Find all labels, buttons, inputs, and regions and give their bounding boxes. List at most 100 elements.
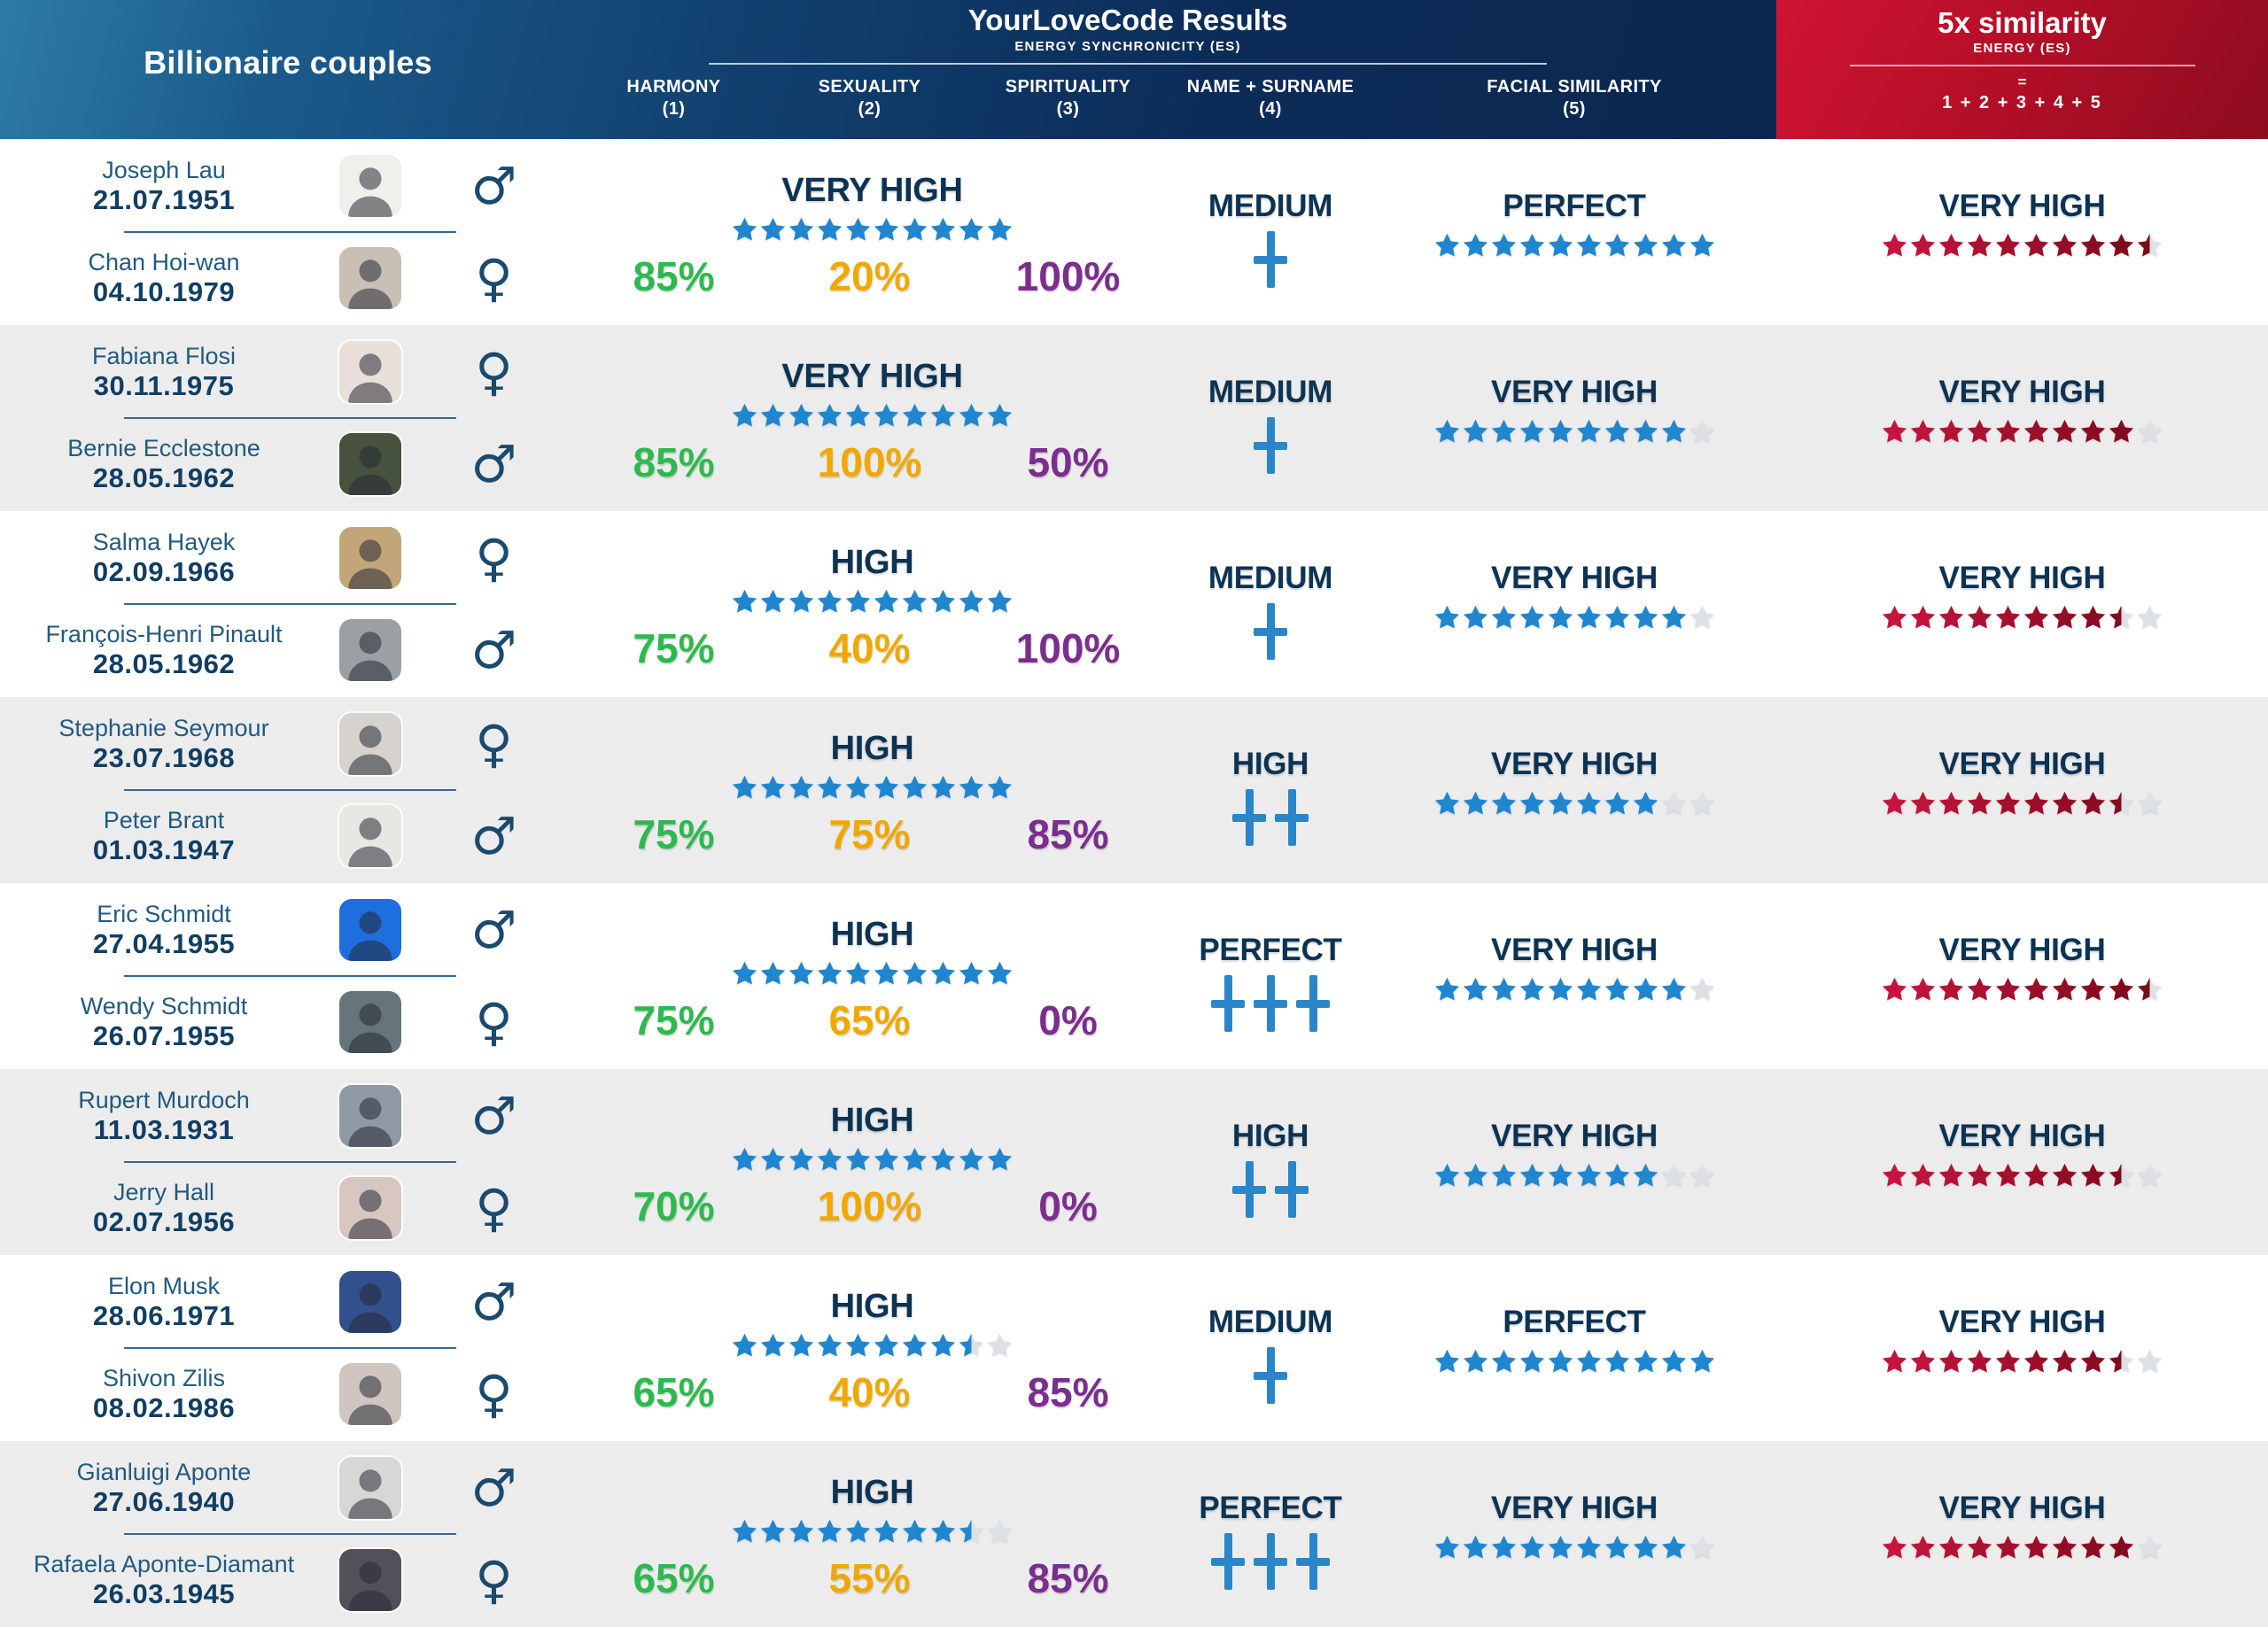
similarity-5x-cell: VERY HIGH	[1776, 1255, 2268, 1441]
star-icon	[2079, 976, 2107, 1003]
person-photo	[338, 899, 401, 961]
star-icon	[816, 216, 843, 244]
star-icon	[1604, 604, 1631, 631]
star-icon	[901, 774, 928, 802]
star-icon	[1632, 1348, 1659, 1375]
es-star-rating	[576, 216, 1169, 244]
star-icon	[1462, 1348, 1489, 1375]
male-icon: ♂	[470, 620, 517, 680]
star-icon	[1433, 1348, 1461, 1375]
star-icon	[2108, 1534, 2135, 1561]
star-icon	[788, 402, 815, 430]
star-icon	[731, 402, 758, 430]
facial-rating-label: PERFECT	[1503, 189, 1646, 223]
person-birthdate: 28.06.1971	[92, 1300, 236, 1331]
results-title: YourLoveCode Results	[967, 4, 1288, 36]
couple-row: Eric Schmidt 27.04.1955 ♂ Wendy Schmidt …	[0, 883, 2268, 1069]
star-icon	[1938, 790, 1965, 817]
star-icon	[958, 774, 985, 802]
plus-sign-rating	[1169, 789, 1372, 846]
star-icon	[1547, 976, 1574, 1003]
star-icon	[1462, 604, 1489, 631]
similarity-divider-line	[1849, 65, 2195, 66]
harmony-percent: 85%	[633, 439, 715, 485]
name-surname-cell: PERFECT	[1169, 883, 1372, 1069]
male-icon: ♂	[470, 1086, 517, 1146]
similarity-rating-label: VERY HIGH	[1938, 561, 2106, 595]
es-rating-label: HIGH	[830, 1288, 914, 1325]
star-icon	[2051, 1162, 2078, 1189]
couple-row: Elon Musk 28.06.1971 ♂ Shivon Zilis 08.0…	[0, 1255, 2268, 1441]
name-surname-rating-label: MEDIUM	[1208, 561, 1333, 595]
name-surname-rating-label: PERFECT	[1199, 1491, 1342, 1525]
star-icon	[1909, 1348, 1937, 1375]
star-icon	[1689, 976, 1716, 1003]
star-icon	[1575, 1348, 1603, 1375]
star-icon	[901, 588, 928, 616]
star-icon	[2023, 976, 2050, 1003]
couple-row: Joseph Lau 21.07.1951 ♂ Chan Hoi-wan 04.…	[0, 139, 2268, 325]
person-name: Eric Schmidt	[97, 901, 231, 927]
star-icon	[2108, 604, 2135, 631]
facial-similarity-cell: VERY HIGH	[1372, 325, 1776, 511]
star-icon	[1632, 604, 1659, 631]
star-icon	[2108, 1162, 2135, 1189]
sexuality-percent: 40%	[828, 1369, 911, 1415]
star-icon	[929, 774, 957, 802]
energy-synchronicity-cell: HIGH 65% 55% 85%	[576, 1441, 1169, 1627]
spirituality-percent: 100%	[1015, 253, 1121, 299]
person-name-block: Rafaela Aponte-Diamant 26.03.1945	[0, 1550, 328, 1610]
column-header-facial-similarity: FACIAL SIMILARITY (5)	[1372, 76, 1776, 139]
star-icon	[958, 402, 985, 430]
person-photo	[338, 341, 401, 403]
star-icon	[1490, 604, 1518, 631]
person-birthdate: 28.05.1962	[92, 648, 236, 679]
facial-star-rating	[1372, 232, 1776, 260]
star-icon	[1547, 790, 1574, 817]
similarity-rating-label: VERY HIGH	[1938, 1491, 2106, 1525]
person-1: Eric Schmidt 27.04.1955 ♂	[0, 884, 576, 976]
star-icon	[1994, 976, 2022, 1003]
person-name: Shivon Zilis	[102, 1365, 226, 1391]
star-icon	[1604, 976, 1631, 1003]
star-icon	[1462, 1162, 1489, 1189]
star-icon	[1689, 418, 1716, 445]
facial-similarity-cell: VERY HIGH	[1372, 883, 1776, 1069]
person-photo	[338, 1457, 401, 1519]
star-icon	[901, 1146, 928, 1174]
star-icon	[1518, 790, 1546, 817]
star-icon	[1604, 1348, 1631, 1375]
facial-similarity-cell: PERFECT	[1372, 1255, 1776, 1441]
star-icon	[1604, 1534, 1631, 1561]
female-icon: ♀	[475, 1550, 513, 1610]
star-icon	[1547, 418, 1574, 445]
star-icon	[1632, 790, 1659, 817]
similarity-5x-cell: VERY HIGH	[1776, 139, 2268, 325]
person-1: Salma Hayek 02.09.1966 ♀	[0, 512, 576, 604]
star-icon	[844, 588, 872, 616]
star-icon	[1604, 418, 1631, 445]
es-star-rating	[576, 402, 1169, 430]
couple-cell: Joseph Lau 21.07.1951 ♂ Chan Hoi-wan 04.…	[0, 139, 576, 325]
facial-rating-label: VERY HIGH	[1491, 1491, 1658, 1525]
star-icon	[1881, 1162, 1908, 1189]
person-1: Elon Musk 28.06.1971 ♂	[0, 1256, 576, 1348]
person-2: Jerry Hall 02.07.1956 ♀	[0, 1162, 576, 1254]
person-name-block: Rupert Murdoch 11.03.1931	[0, 1086, 328, 1146]
male-icon: ♂	[470, 434, 517, 494]
similarity-subtitle: ENERGY (ES)	[1973, 41, 2071, 56]
similarity-title: 5x similarity	[1938, 6, 2107, 39]
star-icon	[1660, 1348, 1688, 1375]
star-icon	[2136, 1348, 2163, 1375]
plus-icon	[1296, 1533, 1330, 1590]
star-icon	[816, 1332, 843, 1360]
person-birthdate: 11.03.1931	[93, 1114, 235, 1145]
energy-synchronicity-cell: HIGH 70% 100% 0%	[576, 1069, 1169, 1255]
es-star-rating	[576, 588, 1169, 616]
female-icon: ♀	[475, 992, 513, 1052]
star-icon	[1462, 790, 1489, 817]
star-icon	[901, 1332, 928, 1360]
person-2: Rafaela Aponte-Diamant 26.03.1945 ♀	[0, 1534, 576, 1626]
es-rating-label: HIGH	[830, 916, 914, 953]
person-name-block: François-Henri Pinault 28.05.1962	[0, 620, 328, 680]
